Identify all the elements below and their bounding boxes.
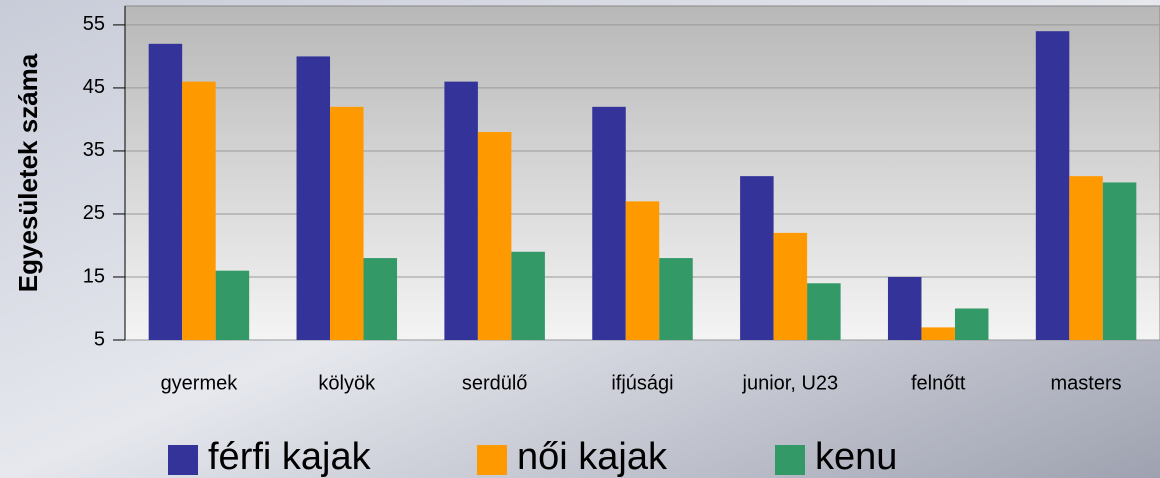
- bar: [511, 251, 545, 340]
- y-tick-label: 55: [83, 13, 105, 35]
- bar: [363, 258, 398, 340]
- y-tick-label: 5: [94, 328, 105, 350]
- bar: [215, 270, 250, 340]
- bar: [148, 43, 183, 341]
- y-axis-label: Egyesületek száma: [13, 53, 43, 292]
- bar: [477, 132, 512, 340]
- legend-label: női kajak: [517, 436, 668, 478]
- bar: [1069, 176, 1103, 340]
- bar: [330, 106, 364, 340]
- legend-swatch: [775, 445, 805, 475]
- legend-swatch: [168, 445, 198, 475]
- y-tick-label: 35: [83, 139, 105, 161]
- y-tick-label: 45: [83, 76, 105, 98]
- bar: [773, 232, 808, 340]
- legend-label: kenu: [815, 436, 897, 478]
- x-tick-label: junior, U23: [742, 372, 839, 394]
- y-tick-label: 25: [83, 202, 105, 224]
- bar: [887, 276, 922, 340]
- bar: [182, 81, 216, 340]
- bar: [1035, 31, 1070, 340]
- x-tick-label: felnőtt: [911, 372, 966, 394]
- y-tick-label: 15: [83, 265, 105, 287]
- bar: [740, 176, 774, 340]
- x-tick-label: masters: [1051, 372, 1122, 394]
- bar: [954, 308, 989, 340]
- legend-swatch: [477, 445, 507, 475]
- bar: [296, 56, 331, 340]
- bar: [807, 283, 841, 340]
- bar: [592, 106, 626, 340]
- legend-label: férfi kajak: [208, 436, 372, 478]
- bar: [659, 258, 693, 340]
- bar: [921, 327, 955, 340]
- x-tick-label: ifjúsági: [611, 372, 673, 394]
- bar: [1102, 182, 1137, 340]
- bar: [444, 81, 478, 340]
- x-tick-label: gyermek: [161, 372, 239, 394]
- bar: [625, 201, 660, 340]
- x-tick-label: kölyök: [318, 372, 376, 394]
- x-tick-label: serdülő: [462, 372, 528, 394]
